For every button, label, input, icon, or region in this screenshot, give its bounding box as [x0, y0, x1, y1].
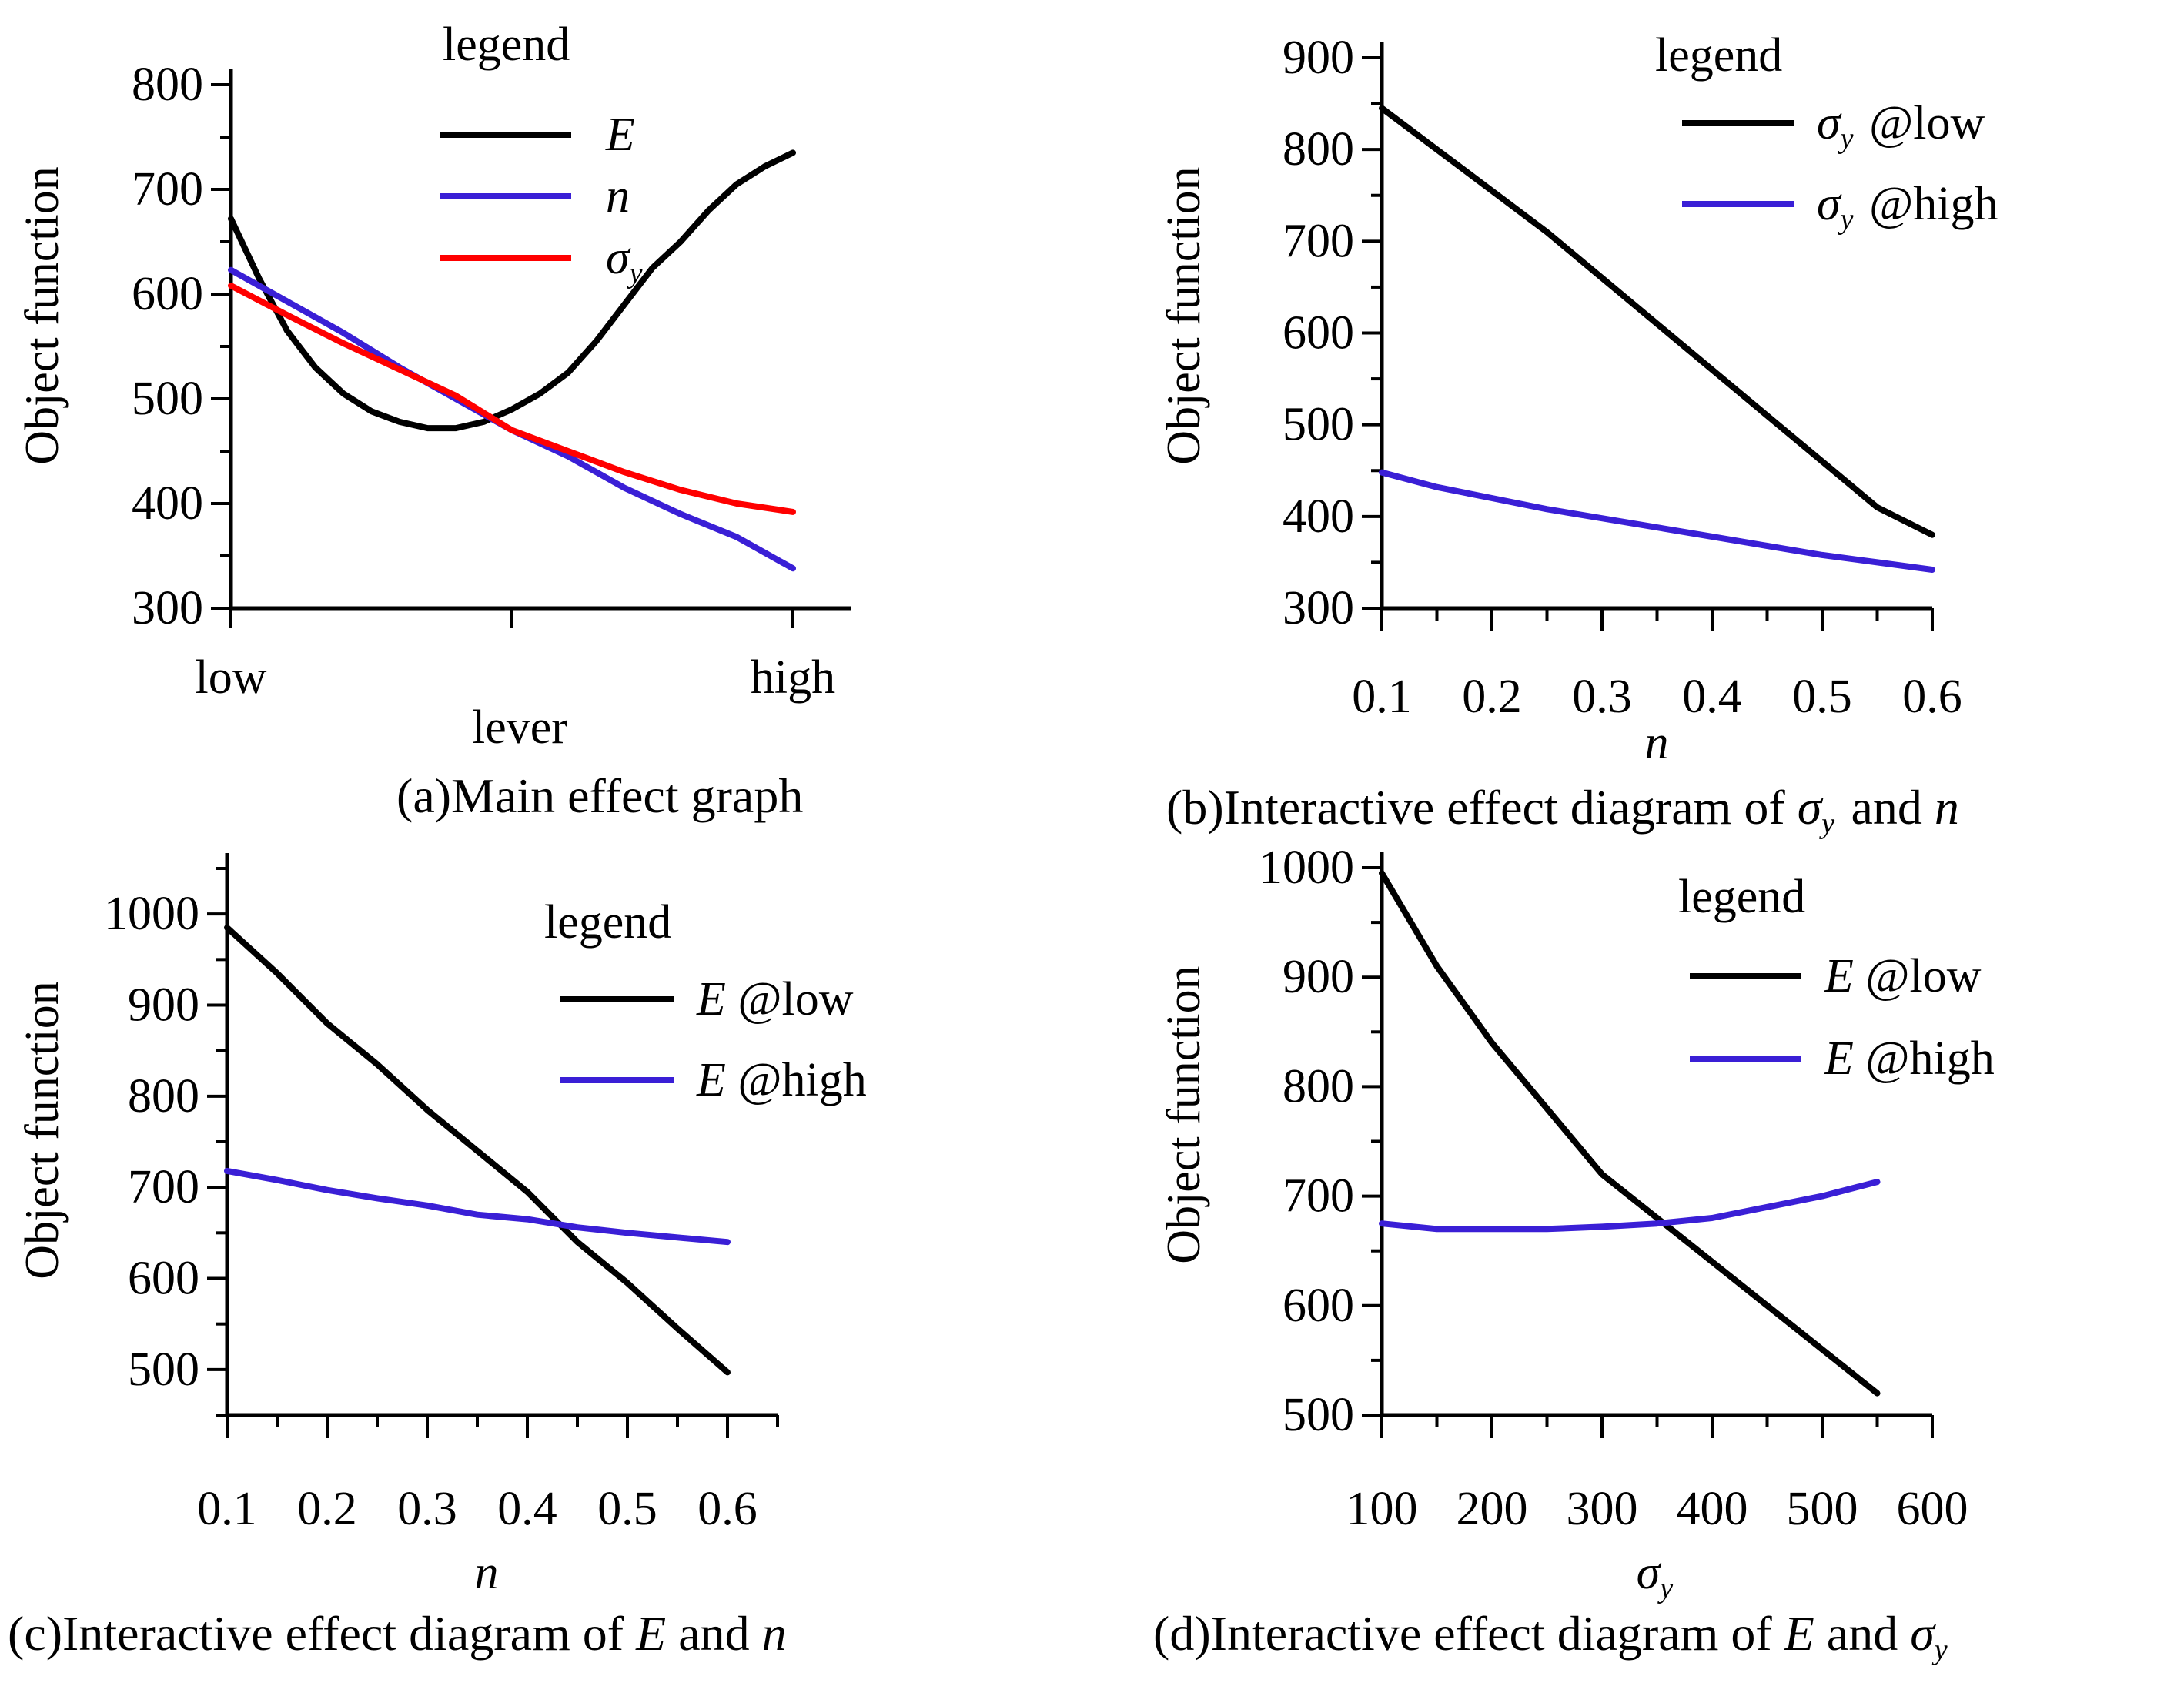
y-tick-label: 800 — [132, 59, 203, 111]
x-tick-label: 0.4 — [1682, 671, 1742, 723]
y-tick-label: 700 — [1283, 215, 1354, 267]
legend-title: legend — [544, 896, 671, 949]
chart-caption: (b)Interactive effect diagram of σy and … — [1166, 780, 1959, 840]
legend-label: E @low — [696, 973, 854, 1026]
y-tick-label: 700 — [132, 163, 203, 216]
series-line — [1379, 1179, 1881, 1233]
x-tick-label: 600 — [1897, 1483, 1968, 1535]
legend-label: E @high — [1824, 1032, 1995, 1085]
series-line — [1379, 870, 1881, 1397]
y-axis-title: Object function — [1158, 166, 1210, 464]
x-tick-label: 100 — [1346, 1483, 1418, 1535]
legend-label: σy — [606, 232, 647, 289]
x-axis-title: n — [1645, 717, 1669, 769]
x-axis-title: lever — [472, 701, 567, 754]
x-tick-label: 300 — [1567, 1483, 1638, 1535]
x-axis-title: n — [475, 1547, 499, 1599]
legend-label: σy @low — [1817, 97, 1985, 155]
x-tick-label: 0.3 — [397, 1483, 457, 1535]
series-line — [224, 924, 731, 1376]
y-tick-label: 500 — [128, 1343, 199, 1396]
y-tick-label: 1000 — [1259, 842, 1354, 894]
series-line — [1379, 105, 1935, 538]
y-tick-label: 900 — [1283, 32, 1354, 84]
y-tick-label: 800 — [128, 1070, 199, 1123]
chart-a: 300 400 500 600 700 800 low high lever Object fun… — [16, 18, 851, 823]
y-tick-label: 800 — [1283, 123, 1354, 176]
legend-title: legend — [443, 18, 570, 71]
x-tick-label: 0.4 — [497, 1483, 557, 1535]
y-tick-label: 500 — [1283, 399, 1354, 451]
x-tick-label: high — [751, 651, 835, 704]
y-tick-label: 300 — [132, 582, 203, 634]
legend-label: E @low — [1824, 950, 1982, 1002]
x-tick-label: 0.6 — [1902, 671, 1962, 723]
y-axis-title: Object function — [16, 166, 69, 464]
chart-c: 500 600 700 800 900 1000 0.1 0.2 0.3 0.4 0.5 0.6 n Ob… — [8, 853, 867, 1661]
x-tick-label: 0.3 — [1572, 671, 1632, 723]
y-tick-label: 500 — [1283, 1389, 1354, 1441]
x-tick-label: low — [196, 651, 267, 704]
y-tick-label: 500 — [132, 373, 203, 425]
y-tick-label: 700 — [128, 1161, 199, 1213]
series-line — [224, 1167, 731, 1246]
y-tick-label: 600 — [128, 1253, 199, 1305]
series-line — [228, 149, 796, 432]
x-axis-title: σy — [1637, 1547, 1677, 1604]
y-tick-label: 700 — [1283, 1170, 1354, 1223]
y-tick-label: 600 — [1283, 1280, 1354, 1332]
x-tick-label: 0.6 — [697, 1483, 758, 1535]
legend-label: σy @high — [1817, 178, 1998, 236]
y-tick-label: 600 — [1283, 307, 1354, 360]
x-tick-label: 0.5 — [597, 1483, 657, 1535]
x-tick-label: 0.2 — [297, 1483, 357, 1535]
legend-title: legend — [1678, 871, 1805, 923]
y-axis-title: Object function — [16, 981, 69, 1279]
chart-caption: (c)Interactive effect diagram of E and n — [8, 1606, 787, 1661]
y-tick-label: 600 — [132, 268, 203, 320]
y-tick-label: 900 — [128, 979, 199, 1032]
series-line — [1379, 469, 1935, 573]
chart-caption: (a)Main effect graph — [396, 768, 803, 823]
series-line — [228, 283, 796, 515]
y-axis-title: Object function — [1158, 965, 1210, 1263]
x-tick-label: 500 — [1787, 1483, 1858, 1535]
x-tick-label: 0.5 — [1792, 671, 1852, 723]
x-tick-label: 200 — [1457, 1483, 1528, 1535]
chart-b: 300 400 500 600 700 800 900 0.1 0.2 0.3 0.4 0.5 0.6 n… — [1158, 29, 1998, 840]
x-tick-label: 0.2 — [1462, 671, 1522, 723]
x-tick-label: 0.1 — [197, 1483, 257, 1535]
y-tick-label: 1000 — [104, 888, 199, 940]
x-tick-label: 400 — [1677, 1483, 1748, 1535]
x-tick-label: 0.1 — [1352, 671, 1412, 723]
y-tick-label: 400 — [1283, 490, 1354, 543]
y-tick-label: 800 — [1283, 1060, 1354, 1113]
y-tick-label: 900 — [1283, 951, 1354, 1003]
legend-title: legend — [1655, 29, 1782, 82]
series-line — [228, 266, 796, 572]
legend-label: E — [605, 109, 635, 161]
y-tick-label: 300 — [1283, 582, 1354, 634]
chart-caption: (d)Interactive effect diagram of E and σ… — [1153, 1606, 1952, 1666]
legend-label: E @high — [696, 1054, 867, 1106]
legend-label: n — [606, 170, 630, 223]
y-tick-label: 400 — [132, 477, 203, 530]
